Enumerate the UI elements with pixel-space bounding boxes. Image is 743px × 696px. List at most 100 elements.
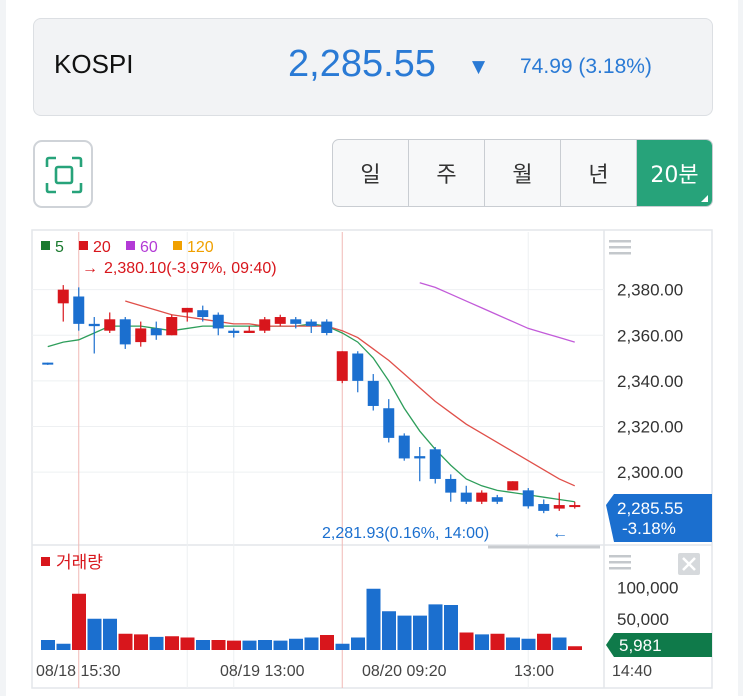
- volume-bar: [366, 588, 381, 650]
- volume-bar: [273, 640, 288, 650]
- quote-header: KOSPI 2,285.55 ▼ 74.99 (3.18%): [33, 18, 713, 116]
- candle: [522, 488, 534, 509]
- volume-bar: [382, 611, 396, 650]
- volume-bar: [134, 634, 148, 650]
- volume-bar: [211, 640, 226, 650]
- legend-swatch-120: [173, 241, 182, 250]
- legend-ma5: 5: [55, 239, 64, 256]
- candle: [460, 485, 472, 505]
- candle-body: [522, 490, 534, 507]
- candle: [212, 312, 224, 336]
- volume-bar: [397, 615, 412, 650]
- x-tick-label: 08/18 15:30: [36, 663, 121, 680]
- candle: [104, 312, 116, 333]
- candle: [259, 317, 271, 333]
- x-tick-label: 13:00: [514, 663, 554, 680]
- tab-year-label: 년: [588, 163, 609, 188]
- volume-bar: [444, 605, 458, 650]
- legend-ma60: 60: [140, 239, 158, 256]
- candle: [135, 321, 147, 347]
- candle: [538, 499, 550, 514]
- volume-bar: [118, 633, 133, 650]
- candle-body: [150, 328, 162, 336]
- tab-20min[interactable]: 20분: [637, 140, 712, 206]
- candle: [352, 351, 364, 393]
- tab-month[interactable]: 월: [485, 140, 561, 206]
- candle: [73, 287, 85, 331]
- candle: [336, 351, 348, 384]
- capture-frame-icon: [45, 156, 83, 194]
- volume-bar: [227, 640, 241, 650]
- x-tick-label: 08/19 13:00: [220, 663, 305, 680]
- volume-bar: [490, 633, 505, 650]
- tab-day-label: 일: [360, 163, 381, 188]
- candle-body: [538, 504, 550, 511]
- screen-capture-button[interactable]: [33, 140, 93, 208]
- x-tick-label: 08/20 09:20: [362, 663, 447, 680]
- candle-body: [274, 317, 286, 324]
- legend-ma20: 20: [93, 239, 111, 256]
- dropdown-corner-icon: [701, 195, 708, 202]
- volume-bar: [56, 643, 71, 650]
- candle-body: [491, 497, 503, 502]
- candle: [119, 317, 131, 349]
- volume-bar: [413, 615, 427, 650]
- volume-bar: [475, 634, 489, 650]
- tab-week-label: 주: [436, 163, 457, 188]
- current-volume-value: 5,981: [619, 636, 662, 655]
- volume-bar: [289, 638, 303, 650]
- volume-close-icon[interactable]: [678, 553, 700, 575]
- candle-body: [398, 435, 410, 459]
- volume-bar: [459, 632, 474, 650]
- volume-bars: [41, 588, 582, 650]
- candle-body: [383, 408, 395, 438]
- current-price-value: 2,285.55: [617, 499, 683, 518]
- candle-body: [57, 289, 69, 304]
- y-tick-label: 2,380.00: [617, 281, 683, 300]
- volume-bar: [87, 618, 102, 650]
- volume-bar: [521, 638, 536, 650]
- volume-bar: [242, 640, 257, 650]
- candle-body: [42, 362, 54, 365]
- candle: [197, 305, 209, 322]
- legend-swatch-20: [79, 241, 88, 250]
- candle-body: [119, 319, 131, 345]
- ma5-line: [47, 323, 575, 503]
- candle: [243, 326, 255, 333]
- candle: [491, 494, 503, 505]
- volume-bar: [180, 637, 195, 650]
- volume-bar: [103, 618, 117, 650]
- candle-body: [321, 321, 333, 333]
- candle-body: [367, 380, 379, 406]
- volume-axis-labels: 100,000 50,000: [617, 579, 678, 629]
- ma20-line: [125, 300, 576, 487]
- candle: [150, 321, 162, 340]
- chart-menu-icon[interactable]: [609, 240, 631, 255]
- volume-legend-swatch: [41, 557, 50, 566]
- down-triangle-icon: ▼: [472, 57, 486, 77]
- volume-menu-icon[interactable]: [609, 555, 631, 570]
- candle-body: [243, 330, 255, 333]
- volume-bar: [506, 637, 520, 650]
- tab-day[interactable]: 일: [333, 140, 409, 206]
- candle-body: [460, 492, 472, 502]
- candle-body: [569, 505, 581, 508]
- candle-body: [414, 456, 426, 459]
- tab-20min-label: 20분: [650, 163, 699, 188]
- high-arrow-icon: →: [82, 260, 98, 277]
- y-tick-label: 2,360.00: [617, 326, 683, 345]
- tab-year[interactable]: 년: [561, 140, 637, 206]
- candle-body: [352, 353, 364, 381]
- tab-week[interactable]: 주: [409, 140, 485, 206]
- legend-swatch-5: [41, 241, 50, 250]
- high-annotation: 2,380.10(-3.97%, 09:40): [104, 260, 277, 277]
- candle: [414, 447, 426, 482]
- candle: [57, 285, 69, 322]
- legend-ma120: 120: [187, 239, 214, 256]
- candle-body: [228, 330, 240, 333]
- tab-month-label: 월: [512, 163, 533, 188]
- candle-body: [166, 317, 178, 336]
- current-volume-tag: [606, 633, 712, 657]
- volume-bar: [258, 640, 272, 650]
